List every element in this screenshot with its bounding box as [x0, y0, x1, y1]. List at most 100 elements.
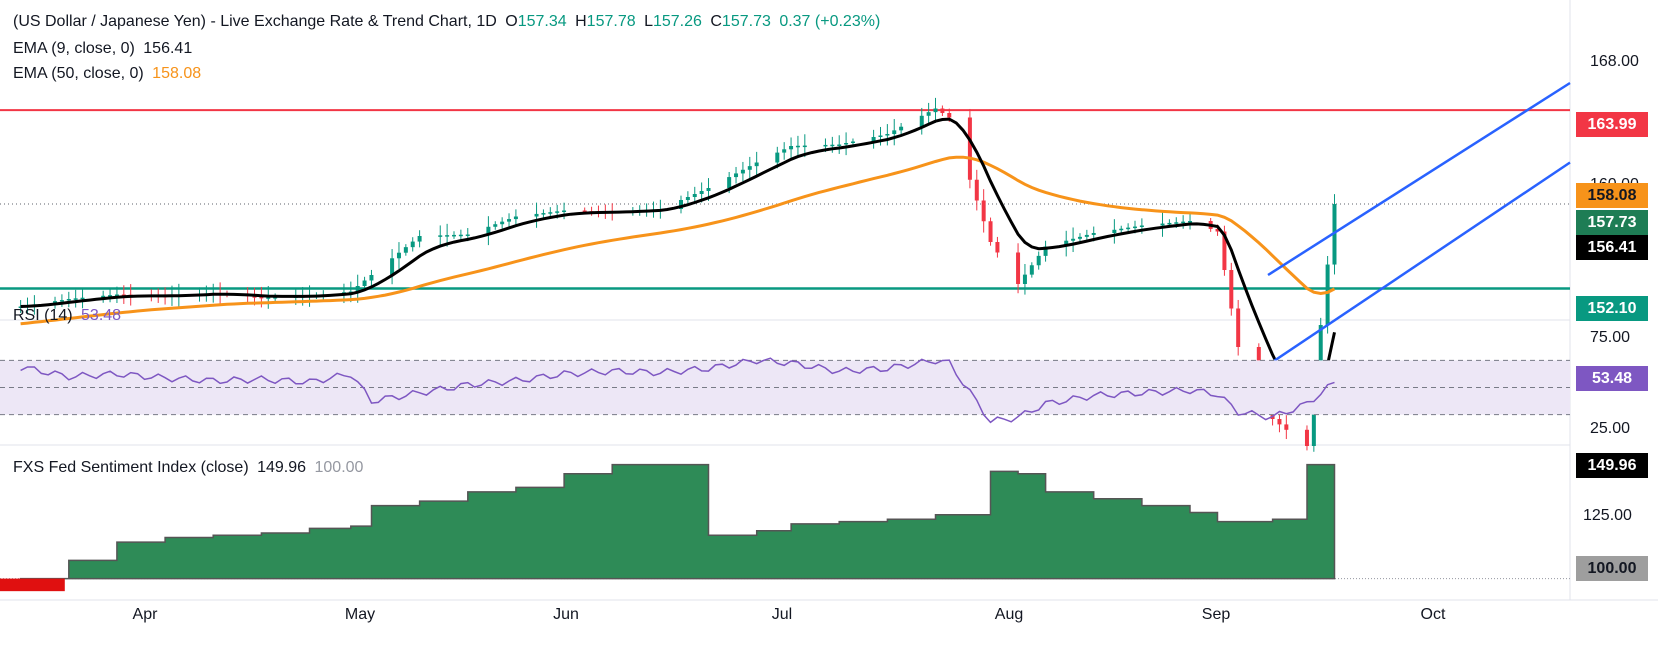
candle-body — [1318, 325, 1323, 386]
candle-body — [73, 298, 78, 300]
candle-body — [1084, 234, 1089, 237]
candle-body — [775, 152, 780, 163]
candle-body — [452, 234, 456, 237]
candle-body — [1222, 231, 1227, 270]
candle-body — [1126, 227, 1131, 230]
fxs-base-price-tag: 100.00 — [1576, 556, 1648, 581]
candle-body — [747, 166, 752, 170]
candle-body — [1215, 228, 1220, 232]
candle-body — [458, 234, 463, 237]
candle-body — [727, 177, 732, 188]
month-label-sep: Sep — [1201, 606, 1231, 623]
fxs-value: 149.96 — [257, 459, 307, 476]
candle-body — [754, 162, 759, 167]
candle-body — [981, 200, 986, 222]
candle-body — [1022, 274, 1027, 284]
candle-body — [396, 252, 401, 259]
month-label-may: May — [344, 606, 376, 623]
candle-body — [974, 179, 979, 201]
candle-body — [348, 291, 353, 293]
candle-body — [919, 115, 924, 127]
ema9-label: EMA (9, close, 0) — [13, 40, 135, 57]
candle-body — [699, 191, 704, 194]
rsi-legend: RSI (14) 53.48 — [13, 307, 125, 325]
close-price-tag: 157.73 — [1576, 210, 1648, 235]
candle-body — [369, 275, 374, 281]
candle-body — [1304, 429, 1309, 446]
candle-body — [892, 130, 897, 134]
ohlc-close: C157.73 — [710, 13, 771, 30]
month-label-jul: Jul — [771, 606, 793, 623]
candle-body — [1229, 270, 1234, 309]
candle-body — [823, 144, 828, 147]
candle-body — [1139, 225, 1144, 227]
ema50-line — [20, 155, 1336, 326]
rsi-label: RSI (14) — [13, 307, 73, 324]
candle-body — [940, 108, 945, 113]
rsi-value: 53.48 — [81, 307, 122, 324]
candle-body — [438, 235, 443, 237]
candle-body — [390, 258, 395, 275]
ema50-price-tag: 158.08 — [1576, 183, 1648, 208]
candle-body — [562, 210, 567, 212]
candle-body — [1160, 223, 1165, 226]
candle-body — [493, 224, 498, 227]
candle-body — [795, 145, 800, 148]
fxs-price-tag: 149.96 — [1576, 453, 1648, 478]
candle-body — [500, 221, 505, 225]
price-axis-label-168: 168.00 — [1590, 53, 1639, 70]
month-label-oct: Oct — [1420, 606, 1446, 623]
ema50-label: EMA (50, close, 0) — [13, 65, 144, 82]
candle-body — [1112, 229, 1117, 233]
candle-body — [507, 219, 512, 222]
candle-body — [802, 145, 807, 148]
candle-body — [445, 235, 450, 237]
candle-body — [582, 210, 587, 212]
candle-body — [988, 221, 993, 242]
candle-body — [844, 143, 849, 145]
candle-body — [1077, 236, 1082, 239]
candle-body — [1325, 264, 1330, 326]
ema9-value: 156.41 — [143, 40, 193, 57]
candle-body — [1236, 308, 1241, 347]
candle-body — [933, 108, 938, 113]
candle-body — [465, 234, 470, 236]
candle-body — [837, 144, 842, 146]
candle-body — [114, 294, 119, 296]
ohlc-change: 0.37 (+0.23%) — [779, 13, 881, 30]
candle-body — [259, 296, 264, 299]
candle-body — [410, 241, 415, 248]
candle-body — [947, 113, 952, 118]
candle-body — [871, 137, 876, 142]
candle-body — [1311, 385, 1316, 446]
candle-body — [692, 194, 697, 197]
candle-body — [1167, 222, 1172, 225]
candle-body — [541, 213, 546, 215]
ema9-price-tag: 156.41 — [1576, 235, 1648, 260]
candle-body — [789, 146, 794, 150]
fxs-legend: FXS Fed Sentiment Index (close) 149.96 1… — [13, 459, 367, 477]
candle-body — [266, 297, 271, 299]
candle-body — [850, 141, 855, 143]
candle-body — [1036, 255, 1041, 266]
ema50-legend: EMA (50, close, 0) 158.08 — [13, 65, 205, 83]
rsi-line — [20, 357, 1335, 424]
candle-body — [555, 211, 560, 213]
rsi-price-tag: 53.48 — [1576, 366, 1648, 391]
candle-body — [1029, 265, 1034, 275]
candle-body — [995, 242, 1000, 253]
candle-body — [1133, 226, 1137, 229]
candle-body — [513, 216, 518, 220]
candle-body — [1119, 228, 1124, 231]
candle-body — [534, 213, 539, 217]
candle-body — [740, 169, 745, 174]
candle-body — [486, 226, 491, 235]
month-label-jun: Jun — [553, 606, 579, 623]
candle-body — [252, 296, 257, 298]
ema50-value: 158.08 — [152, 65, 202, 82]
candle-body — [273, 297, 278, 299]
channel-upper-line — [1267, 81, 1571, 277]
candle-body — [685, 197, 690, 200]
ema9-legend: EMA (9, close, 0) 156.41 — [13, 40, 196, 58]
